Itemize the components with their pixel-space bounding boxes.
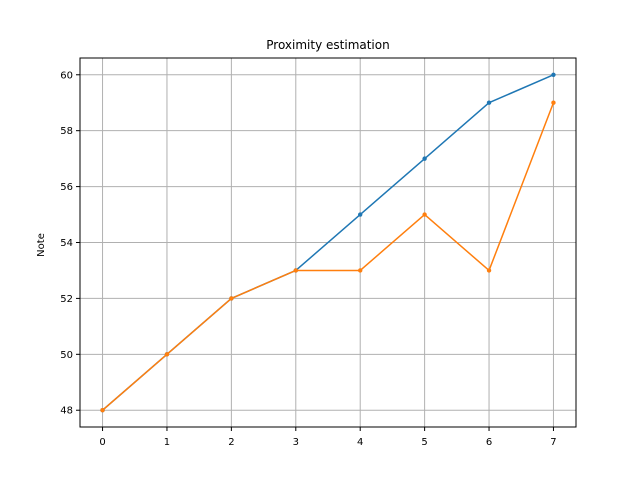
data-point: [422, 212, 427, 217]
y-tick-label: 50: [60, 350, 73, 361]
series-2: [100, 100, 556, 413]
data-point: [358, 212, 363, 217]
y-tick-label: 58: [60, 126, 73, 137]
x-tick-label: 1: [164, 437, 170, 448]
x-tick-label: 3: [293, 437, 299, 448]
data-point: [486, 268, 492, 273]
data-point: [358, 268, 363, 273]
chart-title: Proximity estimation: [266, 38, 389, 52]
data-point: [422, 156, 427, 161]
plot-series: [100, 72, 556, 413]
grid-lines: [80, 58, 576, 427]
series-line: [102, 102, 555, 411]
x-tick-label: 0: [99, 437, 105, 448]
y-axis-label: Note: [36, 233, 47, 257]
data-point: [486, 100, 492, 105]
y-tick-label: 56: [60, 182, 73, 193]
data-point: [293, 268, 298, 273]
y-tick-label: 52: [60, 294, 73, 305]
x-tick-label: 5: [421, 437, 427, 448]
data-point: [551, 72, 556, 77]
data-point: [100, 408, 105, 413]
x-tick-label: 4: [357, 437, 363, 448]
data-point: [164, 352, 170, 357]
x-tick-label: 2: [228, 437, 234, 448]
x-tick-label: 7: [550, 437, 556, 448]
x-tick-label: 6: [486, 437, 492, 448]
y-tick-label: 60: [60, 70, 73, 81]
data-point: [229, 296, 234, 301]
y-tick-label: 54: [60, 238, 73, 249]
y-tick-label: 48: [60, 406, 73, 417]
data-point: [551, 100, 556, 105]
